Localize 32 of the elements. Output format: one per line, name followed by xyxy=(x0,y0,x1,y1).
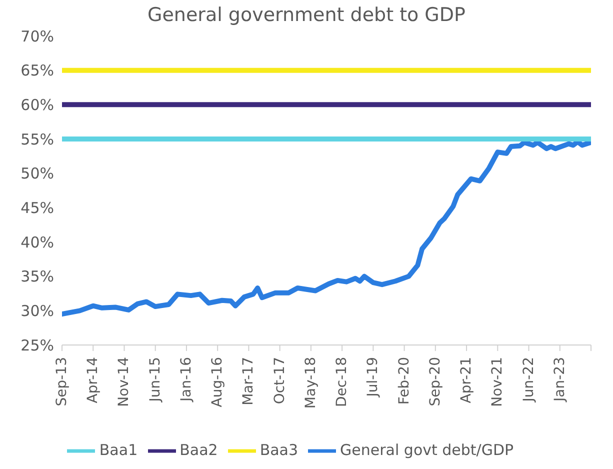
y-tick-label: 40% xyxy=(20,233,54,252)
x-tick-label: Jan-23 xyxy=(552,357,568,402)
x-tick-label: Jun-22 xyxy=(520,357,537,403)
x-tick-label: Oct-17 xyxy=(272,357,288,404)
legend-label: Baa2 xyxy=(180,441,218,460)
x-tick-label: Dec-18 xyxy=(334,357,350,407)
y-tick-label: 25% xyxy=(20,336,54,354)
legend-label: Baa3 xyxy=(260,441,298,460)
x-tick-label: Jul-19 xyxy=(365,357,382,398)
x-tick-label: Jun-15 xyxy=(147,357,164,403)
x-tick-label: Nov-14 xyxy=(116,356,132,407)
y-tick-label: 60% xyxy=(20,96,54,114)
x-tick-label: Sep-13 xyxy=(54,357,70,406)
y-tick-label: 50% xyxy=(20,164,54,183)
legend-label: General govt debt/GDP xyxy=(340,441,514,460)
x-tick-label: May-18 xyxy=(302,357,319,409)
y-tick-label: 65% xyxy=(20,62,54,80)
x-tick-label: Apr-21 xyxy=(458,357,475,404)
x-tick-label: Aug-16 xyxy=(210,356,226,408)
x-tick-label: Mar-17 xyxy=(240,357,257,406)
x-tick-label: Jan-16 xyxy=(178,356,194,402)
x-tick-label: Nov-21 xyxy=(490,357,506,407)
x-tick-label: Apr-14 xyxy=(85,356,102,404)
legend-label: Baa1 xyxy=(99,441,138,460)
y-tick-label: 70% xyxy=(20,27,54,46)
y-tick-label: 30% xyxy=(20,302,54,320)
y-tick-label: 35% xyxy=(20,268,54,286)
y-tick-label: 45% xyxy=(20,198,54,217)
chart-title: General government debt to GDP xyxy=(147,4,466,26)
y-tick-label: 55% xyxy=(20,130,54,148)
x-tick-label: Sep-20 xyxy=(427,357,444,406)
x-tick-label: Feb-20 xyxy=(396,357,412,405)
